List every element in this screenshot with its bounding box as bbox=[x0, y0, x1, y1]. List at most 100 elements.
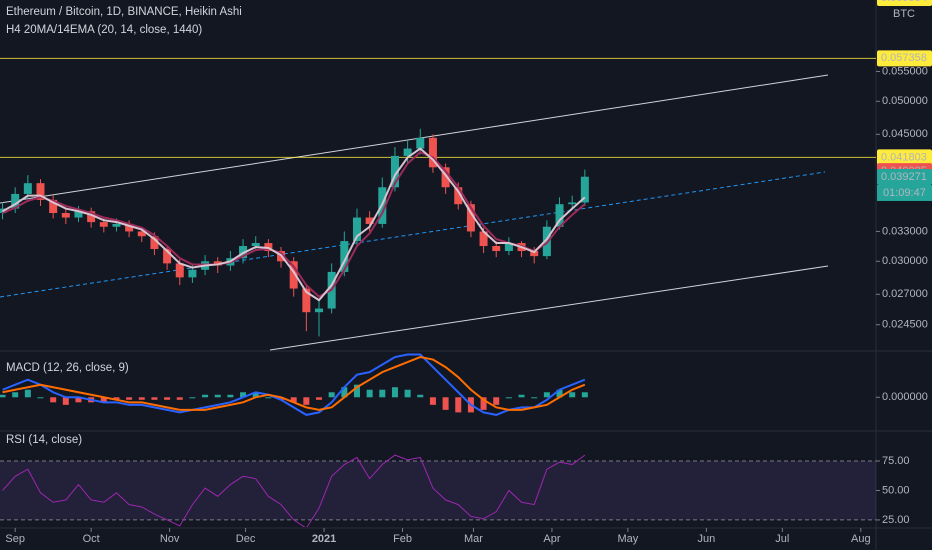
candle-body bbox=[441, 167, 450, 188]
candle-body bbox=[289, 261, 298, 289]
histogram-bar bbox=[581, 392, 588, 398]
histogram-bar bbox=[126, 397, 133, 400]
histogram-bar bbox=[404, 389, 411, 398]
histogram-bar bbox=[278, 397, 285, 400]
candle-body bbox=[125, 223, 134, 232]
histogram-bar bbox=[429, 397, 436, 405]
histogram-bar bbox=[227, 394, 234, 398]
y-tick-label: 0.050000 bbox=[882, 95, 928, 107]
candle-body bbox=[365, 217, 374, 224]
candle-body bbox=[74, 211, 83, 218]
y-tick-label: 0.030000 bbox=[882, 255, 928, 267]
rsi-band bbox=[0, 460, 876, 520]
histogram-bar bbox=[0, 394, 6, 398]
candle-body bbox=[403, 148, 412, 156]
candle-body bbox=[87, 211, 96, 223]
candle-body bbox=[454, 187, 463, 205]
histogram-bar bbox=[62, 397, 69, 405]
indicator-line bbox=[2, 454, 586, 527]
histogram-bar bbox=[556, 389, 563, 398]
histogram-bar bbox=[113, 397, 120, 400]
candle-body bbox=[340, 241, 349, 272]
histogram-bar bbox=[202, 394, 209, 398]
candle-body bbox=[175, 263, 184, 278]
histogram-bar bbox=[442, 397, 449, 410]
price-tag-label: 0.041803 bbox=[881, 151, 927, 163]
x-tick-label: Feb bbox=[393, 533, 412, 545]
histogram-bar bbox=[518, 394, 525, 398]
price-tag bbox=[877, 50, 932, 67]
histogram-bar bbox=[12, 392, 19, 398]
indicator-line bbox=[2, 353, 586, 416]
price-tag-label: 0.039271 bbox=[881, 171, 927, 183]
histogram-bar bbox=[189, 397, 196, 399]
y-tick-label: 0.027000 bbox=[882, 288, 928, 300]
candle-body bbox=[315, 308, 324, 313]
pane bbox=[0, 454, 876, 527]
histogram-bar bbox=[455, 397, 462, 413]
x-tick-label: May bbox=[617, 533, 638, 545]
histogram-bar bbox=[265, 397, 272, 399]
y-tick-label: 25.00 bbox=[882, 514, 910, 526]
histogram-bar bbox=[531, 397, 538, 399]
y-tick-label: 0.033000 bbox=[882, 225, 928, 237]
histogram-bar bbox=[176, 397, 183, 400]
histogram-bar bbox=[151, 397, 158, 400]
candle-body bbox=[11, 193, 20, 209]
histogram-bar bbox=[37, 397, 44, 399]
pane bbox=[0, 353, 588, 416]
candle-body bbox=[302, 288, 311, 313]
candle-body bbox=[188, 269, 197, 278]
histogram-bar bbox=[391, 387, 398, 398]
candle-body bbox=[163, 249, 172, 264]
histogram-bar bbox=[353, 384, 360, 398]
candle-body bbox=[530, 251, 539, 257]
histogram-bar bbox=[214, 394, 221, 398]
indicator-line bbox=[2, 147, 586, 302]
histogram-bar bbox=[252, 392, 259, 398]
candle-body bbox=[150, 236, 159, 250]
histogram-bar bbox=[328, 392, 335, 398]
histogram-bar bbox=[480, 397, 487, 410]
x-tick-label: Apr bbox=[543, 533, 560, 545]
candle-body bbox=[352, 217, 361, 242]
channel-lower bbox=[269, 265, 829, 351]
macd-legend: MACD (12, 26, close, 9) bbox=[6, 362, 129, 374]
pane bbox=[0, 57, 876, 337]
candle-body bbox=[580, 176, 589, 203]
candle-body bbox=[213, 261, 222, 266]
x-tick-label: Sep bbox=[5, 533, 25, 545]
candle-body bbox=[428, 137, 437, 168]
x-tick-label: Jul bbox=[775, 533, 789, 545]
price-tag-label: 0.057358 bbox=[881, 52, 927, 64]
plot bbox=[0, 74, 829, 351]
histogram-bar bbox=[138, 397, 145, 400]
histogram-bar bbox=[316, 397, 323, 400]
x-tick-label: Aug bbox=[851, 533, 871, 545]
histogram-bar bbox=[164, 397, 171, 400]
candle-body bbox=[137, 231, 146, 237]
y-tick-label: 0.055000 bbox=[882, 65, 928, 77]
x-tick-label: Jun bbox=[697, 533, 715, 545]
candle-body bbox=[99, 222, 108, 227]
countdown-tag bbox=[877, 184, 932, 201]
histogram-bar bbox=[341, 387, 348, 398]
countdown: 01:09:47 bbox=[883, 187, 926, 199]
histogram-bar bbox=[290, 397, 297, 403]
candle-body bbox=[251, 243, 260, 247]
histogram-bar bbox=[366, 389, 373, 398]
rsi-legend: RSI (14, close) bbox=[6, 434, 82, 446]
indicator-line bbox=[2, 151, 586, 298]
y-tick-label: 50.00 bbox=[882, 484, 910, 496]
histogram-bar bbox=[379, 389, 386, 398]
candle-body bbox=[61, 213, 70, 218]
histogram-bar bbox=[100, 397, 107, 403]
y-tick-label: 0.024500 bbox=[882, 319, 928, 331]
candle-body bbox=[555, 204, 564, 227]
indicator-legend: H4 20MA/14EMA (20, 14, close, 1440) bbox=[6, 24, 202, 36]
histogram-bar bbox=[493, 397, 500, 405]
price-tag bbox=[877, 149, 932, 166]
candle-body bbox=[466, 204, 475, 232]
histogram-bar bbox=[417, 394, 424, 398]
